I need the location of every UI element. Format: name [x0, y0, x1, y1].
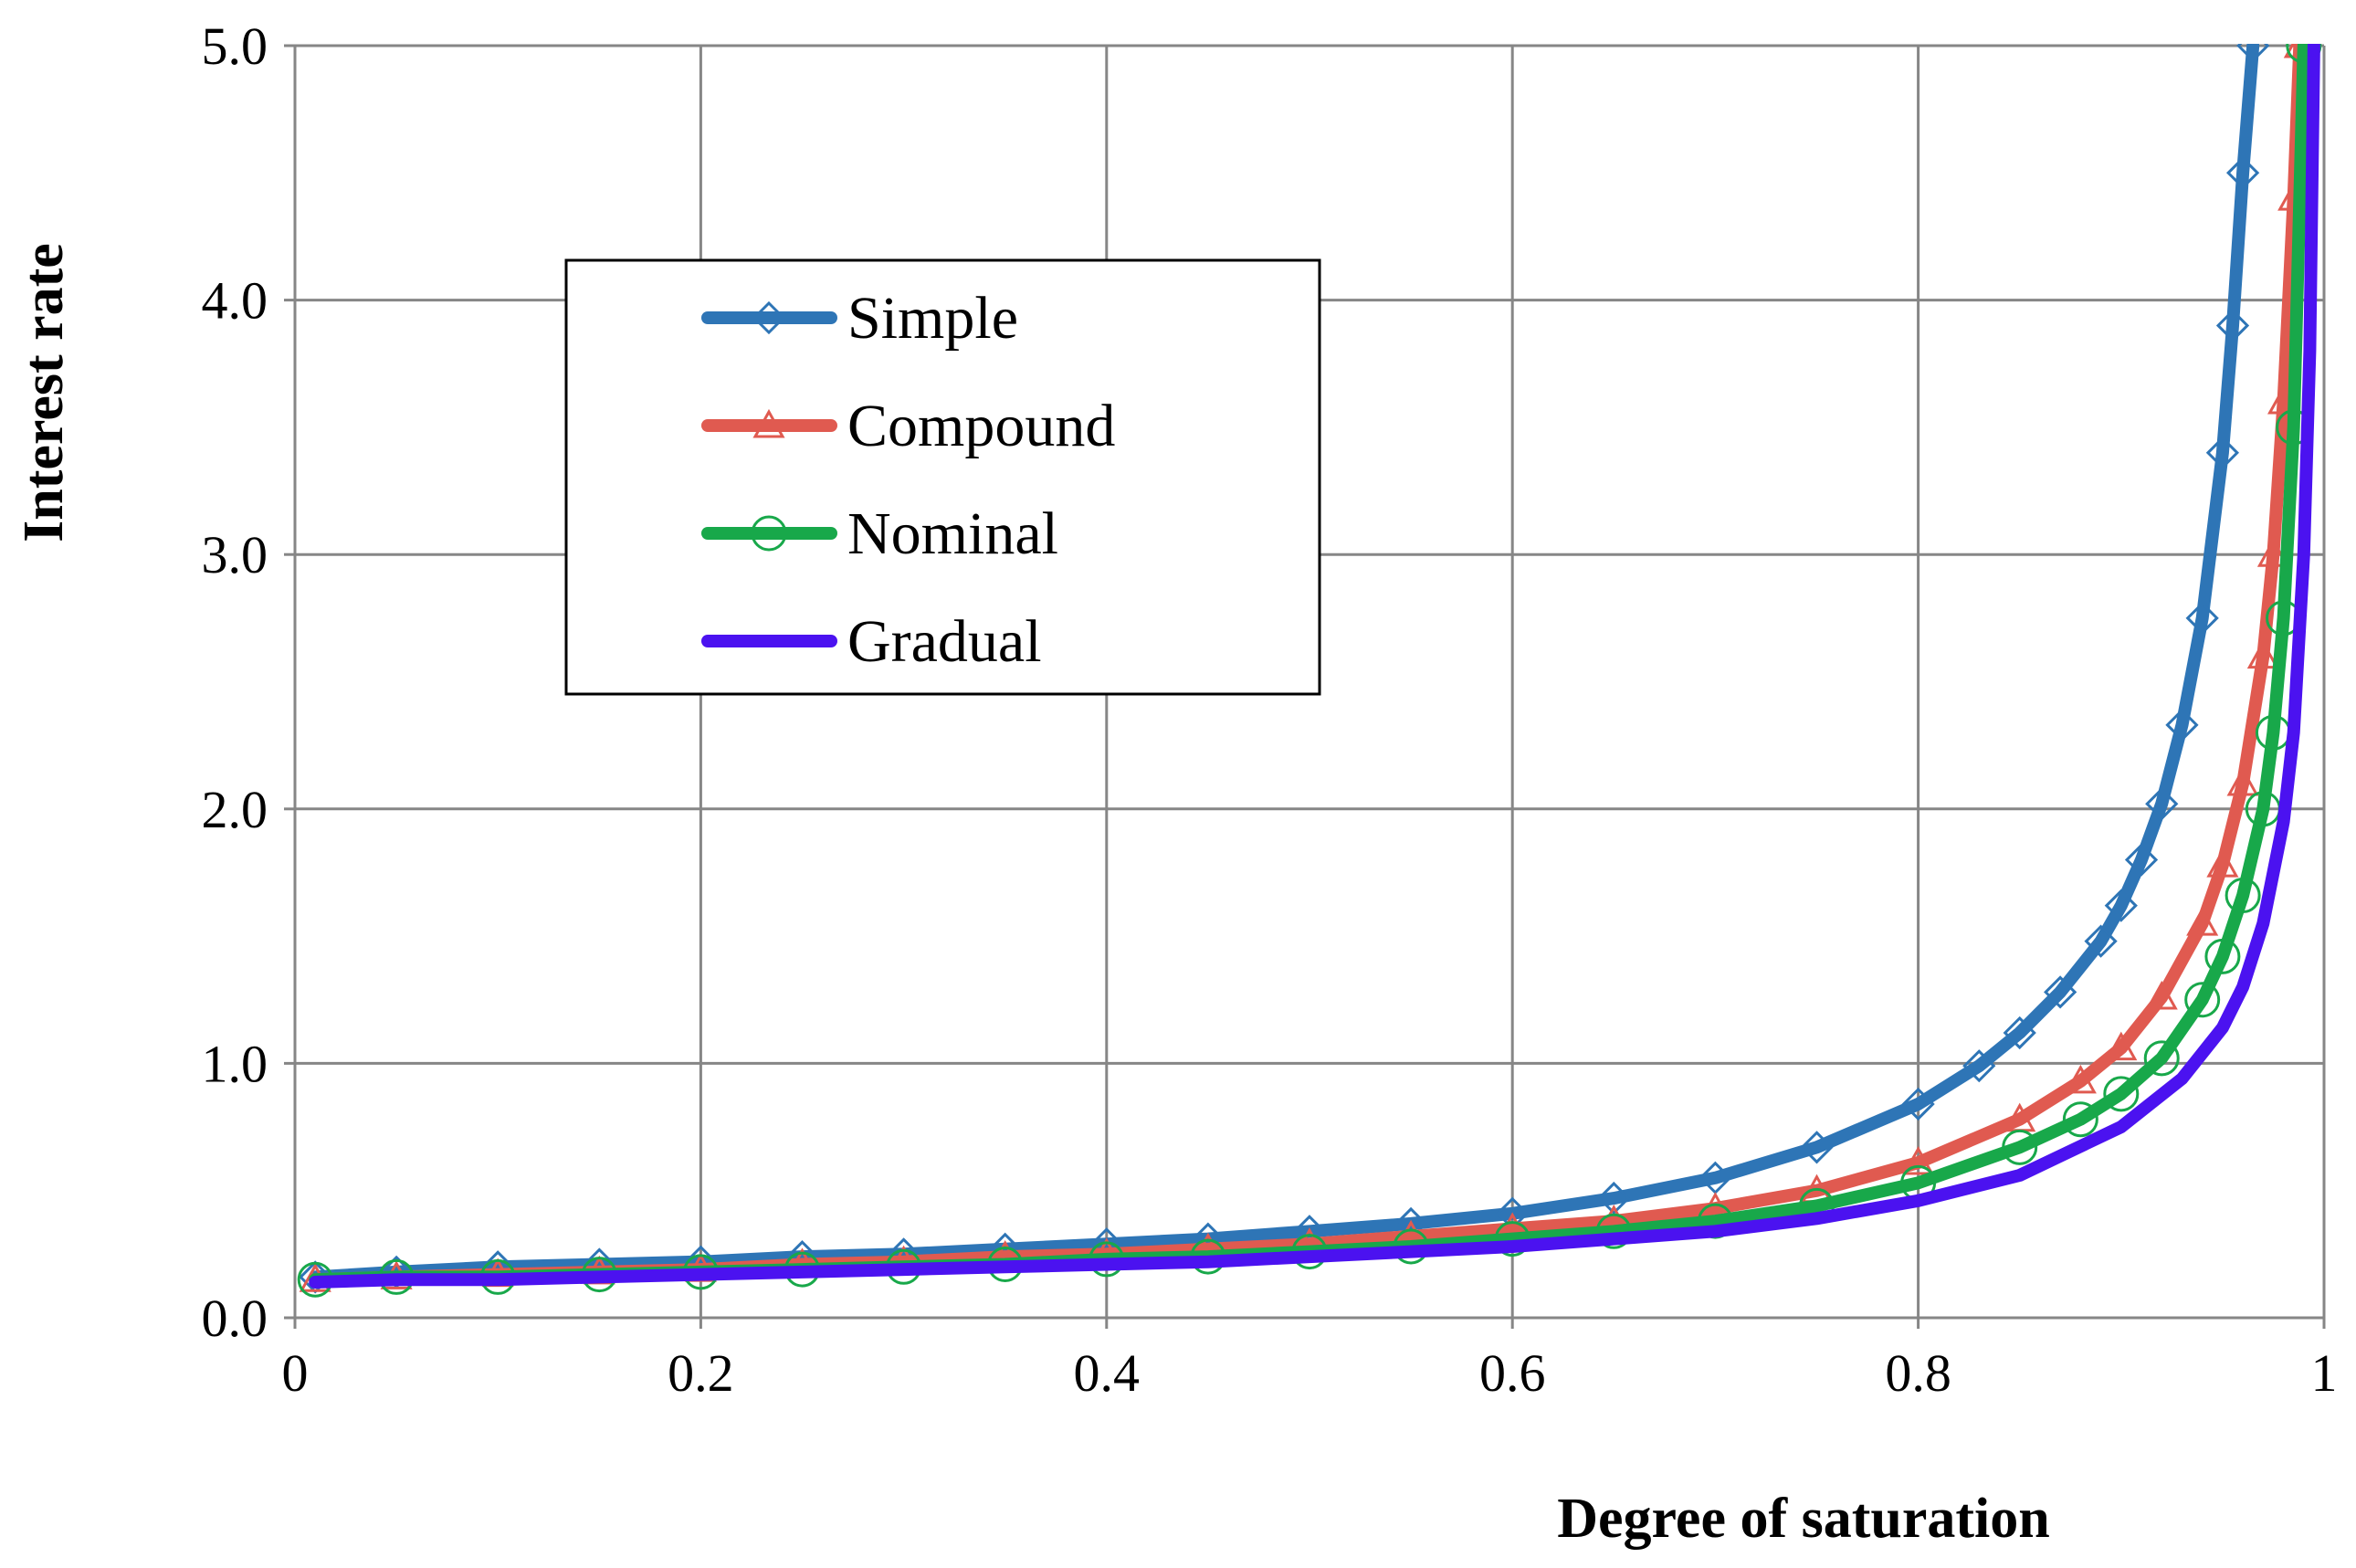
- compound-data-point: [2145, 980, 2178, 1010]
- simple-data-point: [379, 1255, 414, 1289]
- gradual-series-line: [309, 44, 2320, 1289]
- legend-item-compound: Compound: [701, 393, 1115, 459]
- y-tick-label: 5.0: [202, 16, 268, 76]
- legend-item-nominal: Nominal: [701, 500, 1058, 567]
- simple-data-point: [2084, 924, 2118, 958]
- y-axis-title: Interest rate: [13, 243, 75, 542]
- legend-item-simple: Simple: [701, 285, 1018, 352]
- nominal-data-point: [2103, 1076, 2140, 1112]
- simple-data-point: [2145, 787, 2179, 821]
- x-tick-label: 0.4: [1074, 1343, 1141, 1403]
- compound-data-point: [1902, 1145, 1935, 1175]
- legend-label-gradual: Gradual: [847, 608, 1042, 675]
- simple-data-point: [2225, 156, 2260, 190]
- nominal-data-point: [2225, 878, 2261, 914]
- y-tick-label: 2.0: [202, 780, 268, 839]
- x-tick-label: 0.8: [1885, 1343, 1951, 1403]
- compound-data-point: [2186, 907, 2219, 936]
- simple-data-point: [2215, 309, 2250, 342]
- legend-marker-nominal: [751, 515, 787, 552]
- x-tick-label: 1: [2311, 1343, 2338, 1403]
- nominal-data-point: [2204, 938, 2241, 974]
- compound-data-point: [2206, 848, 2239, 878]
- simple-data-point: [2185, 601, 2219, 635]
- nominal-data-point: [2062, 1101, 2098, 1138]
- legend-marker-simple: [752, 300, 786, 335]
- nominal-data-point: [2143, 1040, 2180, 1077]
- simple-data-point: [2124, 843, 2159, 877]
- compound-data-point: [2105, 1031, 2138, 1061]
- compound-data-point: [2226, 766, 2259, 796]
- simple-series-line: [309, 44, 2260, 1284]
- x-tick-label: 0.2: [668, 1343, 734, 1403]
- simple-data-point: [2165, 708, 2199, 742]
- compound-data-point: [2064, 1064, 2097, 1094]
- legend-label-nominal: Nominal: [847, 500, 1058, 567]
- legend-item-gradual: Gradual: [701, 608, 1042, 675]
- legend-marker-compound: [752, 408, 785, 438]
- legend-label-simple: Simple: [847, 285, 1018, 352]
- simple-data-point: [2236, 44, 2270, 63]
- simple-data-point: [1800, 1131, 1834, 1164]
- compound-data-point: [2256, 538, 2289, 567]
- y-tick-label: 4.0: [202, 271, 268, 331]
- x-axis-title: Degree of saturation: [1557, 1488, 2050, 1550]
- simple-data-point: [2003, 1016, 2036, 1050]
- legend: Simple Compound Nominal Gradual: [564, 258, 1321, 696]
- simple-data-point: [2044, 975, 2077, 1009]
- simple-data-point: [2205, 436, 2240, 469]
- nominal-data-point: [2184, 982, 2221, 1018]
- simple-data-point: [1962, 1049, 1996, 1083]
- x-tick-label: 0.6: [1479, 1343, 1546, 1403]
- nominal-data-point: [2002, 1129, 2038, 1165]
- series-layer: [297, 44, 2322, 1298]
- legend-label-compound: Compound: [847, 393, 1115, 459]
- simple-data-point: [2104, 889, 2138, 922]
- y-tick-label: 0.0: [202, 1289, 268, 1348]
- simple-data-point: [1597, 1181, 1631, 1215]
- compound-data-point: [2246, 639, 2279, 669]
- legend-box: [564, 258, 1321, 696]
- tick-labels: 0 0.2 0.4 0.6 0.8 1 0.0 1.0 2.0 3.0 4.0 5.0: [202, 16, 2338, 1403]
- x-tick-label: 0: [282, 1343, 309, 1403]
- series-gradual: [309, 44, 2320, 1289]
- series-simple: [299, 44, 2270, 1294]
- y-tick-label: 1.0: [202, 1034, 268, 1093]
- simple-data-point: [1901, 1087, 1935, 1121]
- y-tick-label: 3.0: [202, 525, 268, 584]
